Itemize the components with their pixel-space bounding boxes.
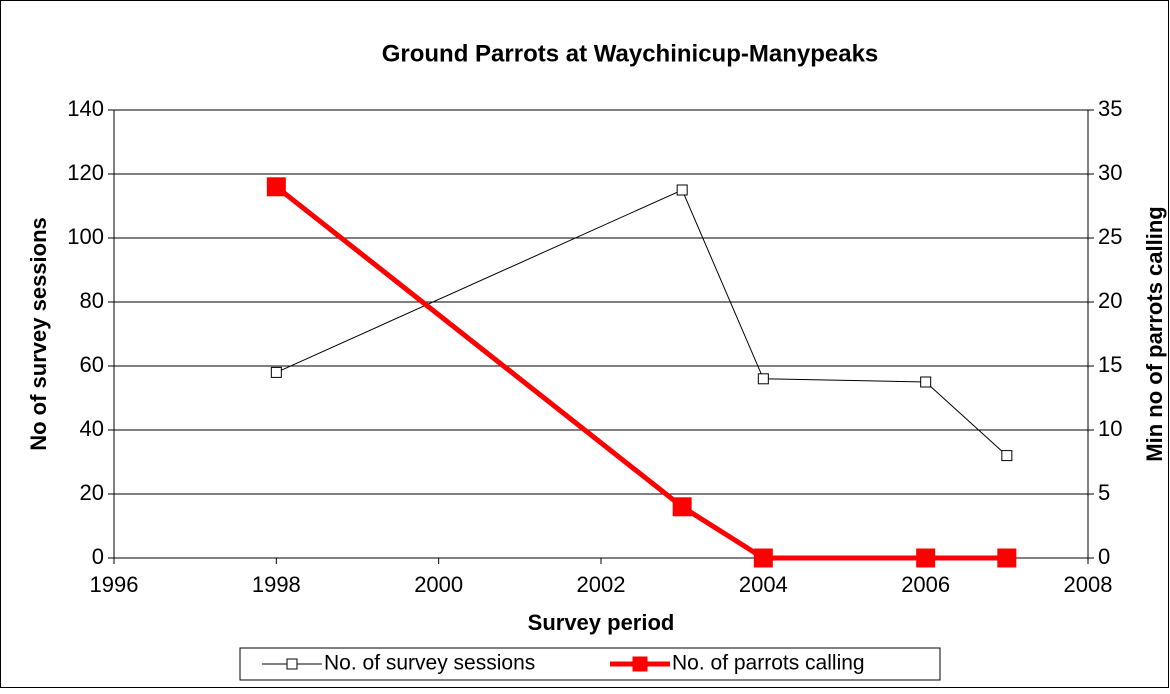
y-tick-label: 140 [67,96,104,121]
point [920,376,932,388]
legend [239,647,941,681]
x-tick-label: 1998 [252,572,301,597]
y2-tick-label: 25 [1098,224,1122,249]
y-tick-label: 40 [80,416,104,441]
legend-marker [286,658,298,670]
y2-tick-label: 20 [1098,288,1122,313]
y-tick-label: 0 [92,544,104,569]
x-tick-label: 1996 [90,572,139,597]
y-tick-label: 20 [80,480,104,505]
y2-tick-label: 10 [1098,416,1122,441]
point [1001,450,1013,462]
y-tick-label: 80 [80,288,104,313]
y-tick-label: 120 [67,160,104,185]
y2-tick-label: 35 [1098,96,1122,121]
y2-tick-label: 0 [1098,544,1110,569]
y2-tick-label: 15 [1098,352,1122,377]
point [676,184,688,196]
legend-marker [632,656,648,672]
y2-tick-label: 5 [1098,480,1110,505]
x-axis-label: Survey period [528,610,675,635]
y2-tick-label: 30 [1098,160,1122,185]
y-tick-label: 100 [67,224,104,249]
legend-label: No. of survey sessions [324,652,535,675]
point [997,548,1017,568]
x-tick-label: 2002 [577,572,626,597]
point [753,548,773,568]
legend-label: No. of parrots calling [672,652,865,675]
y-axis-label: No of survey sessions [26,217,51,451]
x-tick-label: 2004 [739,572,788,597]
y-tick-label: 60 [80,352,104,377]
point [266,177,286,197]
point [757,373,769,385]
chart-title: Ground Parrots at Waychinicup-Manypeaks [382,40,879,67]
y2-axis-label: Min no of parrots calling [1142,206,1167,461]
x-tick-label: 2008 [1064,572,1113,597]
point [916,548,936,568]
point [672,497,692,517]
x-tick-label: 2006 [901,572,950,597]
x-tick-label: 2000 [414,572,463,597]
point [270,366,282,378]
